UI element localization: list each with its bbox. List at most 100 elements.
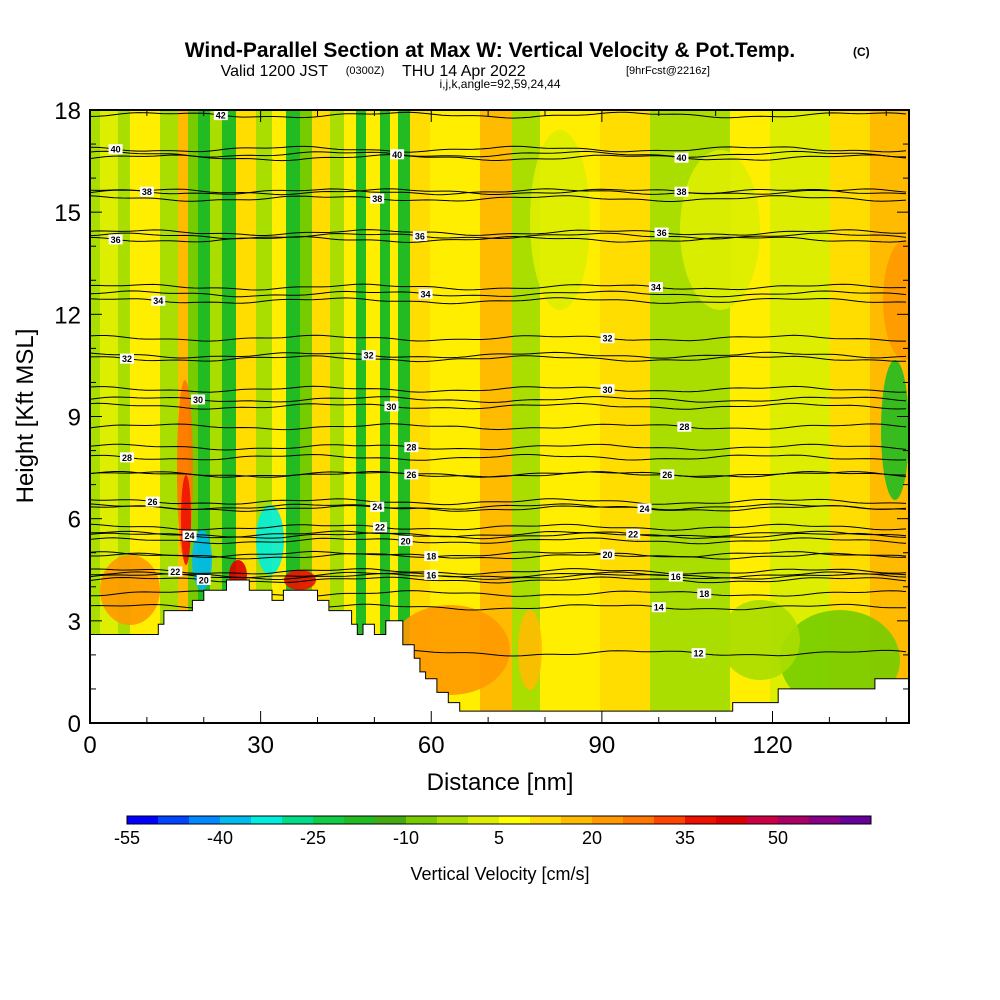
chart-figure: Wind-Parallel Section at Max W: Vertical… (0, 0, 1000, 1000)
y-tick-label: 9 (68, 405, 81, 432)
contour-label: 38 (676, 187, 686, 197)
velocity-shade-column (100, 110, 118, 723)
contour-label: 24 (640, 504, 650, 514)
colorbar-swatch (530, 816, 562, 824)
x-tick-label: 90 (589, 732, 616, 759)
colorbar-swatch (189, 816, 221, 824)
colorbar-tick-label: -10 (393, 828, 419, 848)
colorbar-swatch (220, 816, 252, 824)
colorbar-swatch (747, 816, 779, 824)
contour-label: 18 (426, 552, 436, 562)
colorbar-tick-label: -55 (114, 828, 140, 848)
y-tick-labels: 0 3 6 9 12 15 18 (54, 98, 81, 738)
contour-label: 32 (122, 354, 132, 364)
colorbar-tick-label: -40 (207, 828, 233, 848)
contour-label: 36 (415, 232, 425, 242)
contour-label: 20 (199, 575, 209, 585)
contour-label: 20 (401, 536, 411, 546)
y-tick-label: 12 (54, 302, 81, 329)
contour-label: 22 (375, 523, 385, 533)
contour-label: 34 (421, 289, 431, 299)
colorbar-swatch (561, 816, 593, 824)
colorbar-swatch (592, 816, 624, 824)
velocity-shade-cell (256, 505, 284, 575)
contour-label: 30 (386, 402, 396, 412)
colorbar-swatch (623, 816, 655, 824)
colorbar-swatch (654, 816, 686, 824)
velocity-shade-column (600, 110, 650, 723)
y-tick-label: 3 (68, 609, 81, 636)
contour-label: 16 (671, 572, 681, 582)
colorbar-swatch (251, 816, 283, 824)
contour-label: 32 (603, 334, 613, 344)
contour-label: 38 (372, 194, 382, 204)
velocity-shade-cell (100, 555, 160, 625)
colorbar-swatch (437, 816, 469, 824)
contour-label: 22 (628, 529, 638, 539)
contour-label: 12 (694, 649, 704, 659)
x-tick-labels: 0 30 60 90 120 (83, 732, 792, 759)
section-params-label: i,j,k,angle=92,59,24,44 (439, 77, 560, 91)
valid-time-label: Valid 1200 JST (221, 63, 329, 80)
y-tick-label: 18 (54, 98, 81, 125)
plot-area: 42 40 38 36 34 32 30 28 26 24 22 20 40 38 36 34 32 30 28 26… (90, 110, 927, 723)
colorbar-swatch (375, 816, 407, 824)
contour-label: 34 (651, 283, 661, 293)
colorbar-swatch (158, 816, 190, 824)
colorbar-swatch (468, 816, 500, 824)
colorbar-swatch (344, 816, 376, 824)
colorbar-swatch (778, 816, 810, 824)
forecast-label: [9hrFcst@2216z] (626, 65, 710, 77)
colorbar-tick-label: -25 (300, 828, 326, 848)
contour-label: 36 (111, 235, 121, 245)
colorbar-tick-label: 5 (494, 828, 504, 848)
velocity-shade-cell (883, 240, 927, 360)
contour-label: 30 (603, 385, 613, 395)
y-tick-label: 6 (68, 507, 81, 534)
colorbar-swatch (809, 816, 841, 824)
velocity-shade-cell (720, 600, 800, 680)
chart-title: Wind-Parallel Section at Max W: Vertical… (185, 39, 796, 62)
x-axis-title: Distance [nm] (427, 769, 574, 796)
contour-label: 20 (603, 550, 613, 560)
velocity-shade-cell (680, 150, 760, 310)
contour-label: 24 (185, 531, 195, 541)
velocity-shade-cell (518, 610, 542, 690)
colorbar-title: Vertical Velocity [cm/s] (410, 864, 589, 884)
contour-label: 28 (679, 422, 689, 432)
x-tick-label: 120 (752, 732, 792, 759)
x-tick-label: 60 (418, 732, 445, 759)
colorbar-swatch (406, 816, 438, 824)
contour-label: 26 (406, 470, 416, 480)
colorbar-swatch (499, 816, 531, 824)
velocity-shade-cell (181, 475, 191, 565)
contour-label: 32 (364, 351, 374, 361)
contour-label: 34 (153, 296, 163, 306)
colorbar-tick-label: 35 (675, 828, 695, 848)
contour-label: 42 (216, 111, 226, 121)
contour-label: 16 (426, 570, 436, 580)
colorbar-tick-label: 50 (768, 828, 788, 848)
contour-label: 40 (676, 153, 686, 163)
colorbar-tick-label: 20 (582, 828, 602, 848)
colorbar-swatch (282, 816, 314, 824)
contour-label: 40 (392, 150, 402, 160)
chart-title-suffix: (C) (853, 45, 870, 59)
colorbar: -55 -40 -25 -10 5 20 35 50 Vertical Velo… (114, 816, 872, 884)
y-tick-label: 15 (54, 200, 81, 227)
valid-zulu-label: (0300Z) (346, 65, 385, 77)
velocity-shade-cell (881, 360, 909, 500)
x-tick-label: 30 (247, 732, 274, 759)
contour-label: 40 (111, 145, 121, 155)
contour-label: 26 (662, 470, 672, 480)
y-axis-title: Height [Kft MSL] (12, 329, 39, 504)
contour-label: 30 (193, 395, 203, 405)
colorbar-swatch (716, 816, 748, 824)
contour-label: 36 (657, 228, 667, 238)
velocity-shade-column (130, 110, 160, 723)
contour-label: 14 (654, 603, 664, 613)
x-tick-label: 0 (83, 732, 96, 759)
colorbar-swatch (313, 816, 345, 824)
contour-label: 28 (406, 443, 416, 453)
contour-label: 24 (372, 502, 382, 512)
